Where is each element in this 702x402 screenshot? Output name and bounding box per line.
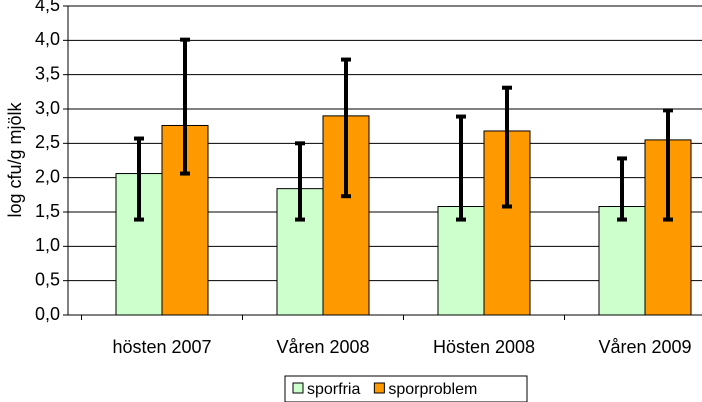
legend-swatch <box>373 382 385 394</box>
y-tick-label: 2,5 <box>35 132 60 152</box>
y-tick-label: 0,5 <box>35 269 60 289</box>
y-tick-label: 4,0 <box>35 29 60 49</box>
legend-swatch <box>292 382 304 394</box>
y-tick-label: 0,0 <box>35 304 60 324</box>
y-tick-label: 4,5 <box>35 0 60 15</box>
y-tick-label: 2,0 <box>35 166 60 186</box>
x-tick-label: hösten 2007 <box>112 337 211 357</box>
bar <box>598 206 646 316</box>
y-tick-label: 3,5 <box>35 63 60 83</box>
y-tick-label: 3,0 <box>35 98 60 118</box>
legend-label: sporfria <box>307 381 360 398</box>
legend-box <box>284 375 528 402</box>
x-tick-label: Våren 2008 <box>276 337 369 357</box>
y-axis-label: log cfu/g mjölk <box>5 101 25 217</box>
y-tick-label: 1,5 <box>35 201 60 221</box>
y-tick-label: 1,0 <box>35 235 60 255</box>
x-tick-label: Hösten 2008 <box>433 337 535 357</box>
bar <box>437 206 485 316</box>
x-tick-label: Våren 2009 <box>598 337 691 357</box>
legend-label: sporproblem <box>388 381 477 398</box>
